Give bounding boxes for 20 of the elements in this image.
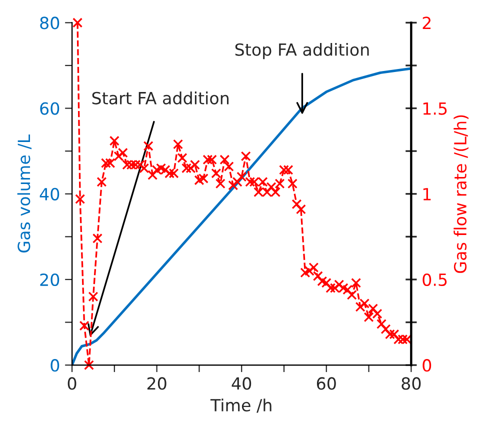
y2-tick-label: 0.5 (422, 273, 447, 286)
x-tick-label: 0 (68, 377, 76, 390)
y2-tick-label: 1.5 (423, 102, 447, 115)
x-tick-label: 60 (316, 377, 336, 390)
y2-tick-label: 2 (422, 16, 431, 30)
y-tick-label: 0 (50, 359, 60, 372)
y-axis-title: Gas volume /L (17, 134, 32, 252)
y2-tick-label: 0 (422, 359, 432, 372)
y-tick-label: 20 (40, 273, 60, 286)
annotation: Stop FA addition (235, 43, 369, 60)
y2-tick-label: 1 (423, 188, 431, 200)
x-tick-label: 20 (147, 377, 166, 390)
annotation: Start FA addition (92, 92, 229, 104)
y2-axis-title: Gas flow rate /(L/h) (454, 115, 469, 273)
x-tick-label: 80 (402, 377, 421, 390)
y-tick-label: 40 (40, 188, 60, 200)
x-axis-title: Time /h (210, 398, 272, 413)
y-tick-label: 60 (40, 102, 60, 115)
y-tick-label: 80 (40, 16, 60, 30)
x-tick-label: 40 (232, 377, 252, 390)
